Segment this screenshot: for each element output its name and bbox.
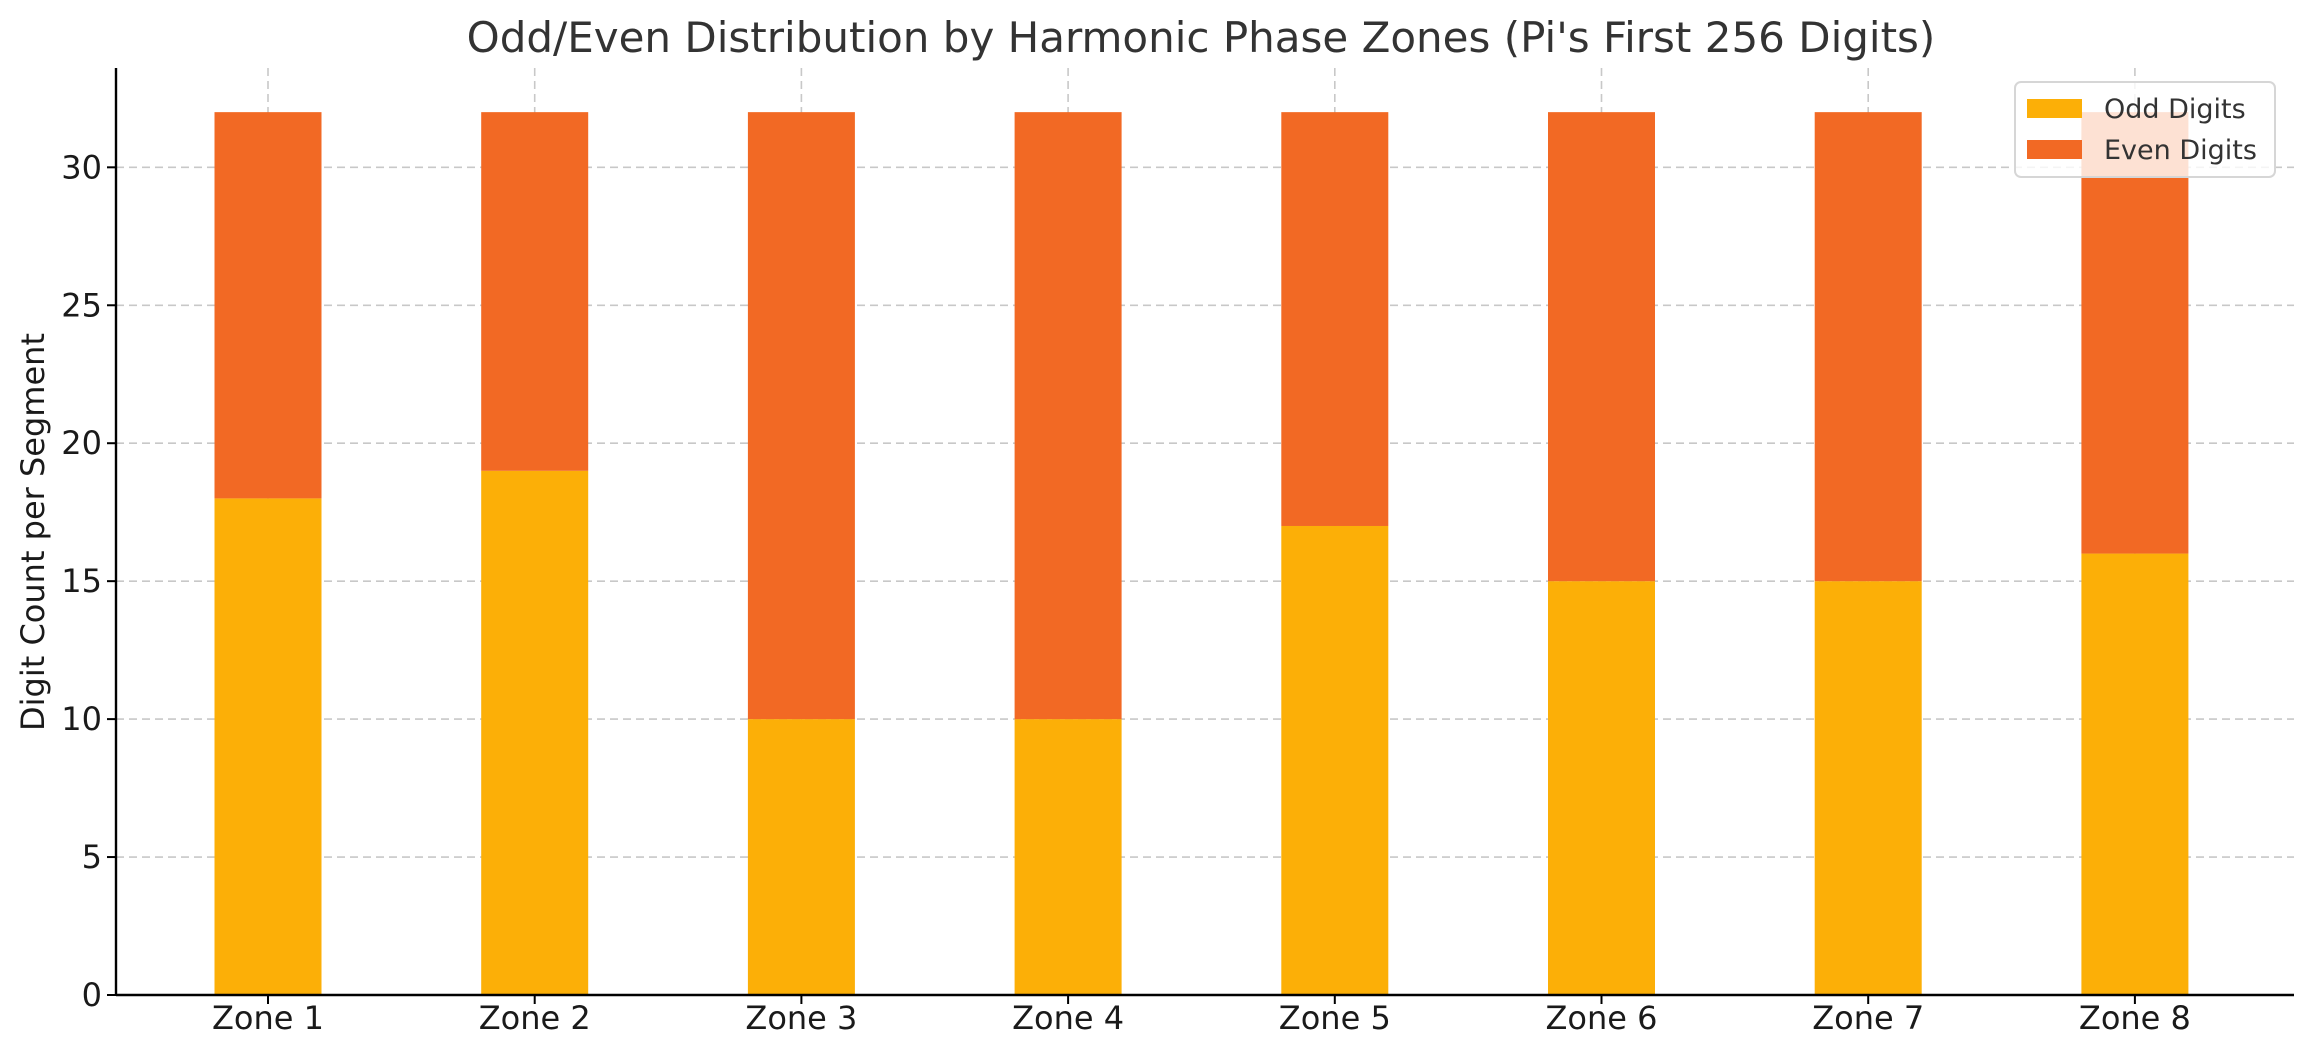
bar-odd-zone-3: [747, 719, 855, 995]
x-tick-label-5: Zone 5: [1279, 999, 1391, 1037]
bar-even-zone-2: [481, 112, 589, 471]
bar-even-zone-8: [2081, 112, 2189, 554]
legend-swatch-odd: [2027, 99, 2082, 118]
bar-even-zone-4: [1014, 112, 1122, 720]
bar-even-zone-7: [1814, 112, 1922, 582]
x-tick-label-1: Zone 1: [212, 999, 324, 1037]
y-tick-label-5: 5: [82, 838, 102, 876]
bar-even-zone-6: [1548, 112, 1655, 582]
y-tick-label-10: 10: [61, 700, 102, 738]
bar-odd-zone-4: [1014, 719, 1122, 995]
y-ticks: 0 5 10 15 20 25 30: [61, 148, 116, 1014]
legend-label-even: Even Digits: [2104, 135, 2257, 166]
x-tick-label-2: Zone 2: [479, 999, 591, 1037]
bar-odd-zone-7: [1814, 581, 1922, 995]
x-tick-label-8: Zone 8: [2079, 999, 2191, 1037]
bar-even-zone-1: [214, 112, 322, 499]
bar-odd-zone-2: [481, 470, 589, 995]
bar-odd-zone-6: [1548, 581, 1655, 995]
legend-label-odd: Odd Digits: [2104, 94, 2246, 125]
y-tick-label-15: 15: [61, 562, 102, 600]
grid-lines: [116, 68, 2294, 995]
y-tick-label-25: 25: [61, 286, 102, 324]
bar-even-zone-5: [1281, 112, 1389, 526]
y-tick-label-0: 0: [82, 976, 102, 1014]
x-tick-label-7: Zone 7: [1812, 999, 1924, 1037]
x-ticks: Zone 1 Zone 2 Zone 3 Zone 4 Zone 5 Zone 6 Zone…: [212, 995, 2191, 1037]
y-tick-label-30: 30: [61, 148, 102, 186]
x-tick-label-3: Zone 3: [745, 999, 857, 1037]
axes: [114, 68, 2294, 997]
legend-swatch-even: [2027, 140, 2082, 159]
bar-odd-zone-8: [2081, 553, 2189, 995]
bar-even-zone-3: [747, 112, 855, 720]
bars: [214, 112, 2189, 995]
y-tick-label-20: 20: [61, 424, 102, 462]
bar-odd-zone-1: [214, 498, 322, 995]
x-tick-label-6: Zone 6: [1546, 999, 1658, 1037]
x-tick-label-4: Zone 4: [1012, 999, 1124, 1037]
chart-title: Odd/Even Distribution by Harmonic Phase …: [467, 13, 1936, 62]
bar-odd-zone-5: [1281, 525, 1389, 995]
y-axis-label: Digit Count per Segment: [14, 333, 52, 731]
legend: Odd Digits Even Digits: [2014, 81, 2276, 178]
